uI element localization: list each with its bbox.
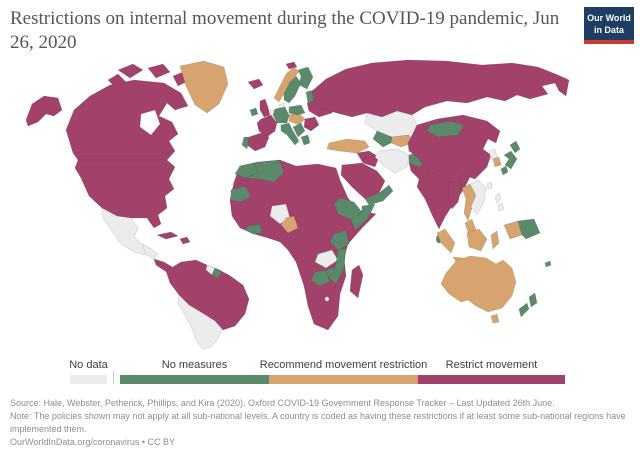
map-region-russia[interactable] [311, 59, 570, 118]
legend-divider [113, 371, 114, 384]
legend-no-data-swatch[interactable] [70, 375, 107, 384]
map-region-japan-kyushu[interactable] [500, 165, 509, 176]
map-region-zambia[interactable] [314, 249, 339, 269]
map-region-madagascar[interactable] [349, 264, 364, 299]
map-region-poland[interactable] [288, 104, 306, 116]
map-region-spain[interactable] [246, 132, 270, 152]
map-region-botswana[interactable] [310, 269, 331, 287]
map-region-italy[interactable] [280, 122, 300, 146]
map-region-svalbard[interactable] [285, 61, 298, 70]
map-region-japan-hokkaido[interactable] [509, 140, 521, 154]
legend-category-restrict[interactable]: Restrict movement [418, 359, 565, 384]
map-region-usa[interactable] [74, 159, 176, 229]
owid-logo[interactable]: Our World in Data [584, 7, 634, 45]
map-region-alaska[interactable] [25, 95, 63, 127]
legend-no-data-label: No data [69, 359, 108, 371]
map-region-romania-bulgaria[interactable] [303, 116, 320, 132]
map-region-lesotho[interactable] [324, 296, 330, 302]
map-region-philippines[interactable] [497, 202, 505, 212]
map-region-syria-iraq[interactable] [356, 150, 380, 168]
map-region-borneo[interactable] [466, 228, 488, 252]
map-region-south-america-south[interactable] [177, 294, 223, 350]
map-region-iceland[interactable] [247, 78, 264, 90]
map-region-new-zealand-north[interactable] [528, 292, 538, 308]
note-line: Note: The policies shown may not apply a… [10, 411, 626, 435]
owid-logo-line1: Our World [587, 13, 631, 23]
map-region-germany[interactable] [272, 106, 290, 124]
legend-category-swatch[interactable] [269, 375, 418, 384]
map-region-canada[interactable] [65, 79, 189, 161]
map-region-thailand[interactable] [461, 183, 477, 222]
map-region-vietnam-laos-cambodia[interactable] [469, 179, 487, 216]
map-region-new-zealand-south[interactable] [518, 302, 530, 318]
map-region-arctic-island[interactable] [117, 63, 144, 79]
chart-footer: Source: Hale, Webster, Petherick, Philli… [10, 397, 634, 449]
legend-category-label: Recommend movement restriction [259, 359, 428, 371]
page-title: Restrictions on internal movement during… [10, 8, 560, 54]
legend-category-no-measures[interactable]: No measures [120, 359, 269, 384]
map-region-turkey[interactable] [326, 138, 370, 154]
legend-category-label: Restrict movement [445, 359, 538, 371]
map-region-hispaniola[interactable] [179, 236, 191, 245]
map-region-north-korea[interactable] [488, 148, 498, 160]
map-region-turkmenistan[interactable] [372, 130, 393, 148]
map-region-new-caledonia[interactable] [544, 260, 552, 268]
attribution-line: OurWorldInData.org/coronavirus • CC BY [10, 437, 176, 448]
map-region-mongolia[interactable] [426, 120, 465, 138]
map-region-finland[interactable] [297, 66, 314, 90]
legend-category-label: No measures [161, 359, 228, 371]
map-region-papua-new-guinea[interactable] [517, 218, 541, 240]
legend-category-swatch[interactable] [418, 375, 565, 384]
map-region-somalia[interactable] [350, 203, 376, 231]
map-region-australia[interactable] [440, 255, 517, 313]
map-region-portugal[interactable] [241, 136, 250, 150]
source-line: Source: Hale, Webster, Petherick, Philli… [10, 398, 555, 408]
map-region-mauritania[interactable] [230, 185, 252, 203]
map-legend: No data No measures Recommend movement r… [69, 359, 565, 384]
map-region-france[interactable] [256, 114, 278, 138]
map-region-sumatra[interactable] [436, 228, 456, 254]
legend-category-swatch[interactable] [120, 375, 269, 384]
map-region-kazakhstan[interactable] [364, 110, 418, 138]
map-region-arctic-island[interactable] [107, 73, 127, 89]
map-region-cameroon[interactable] [280, 215, 299, 234]
map-region-ireland[interactable] [249, 107, 259, 117]
map-region-iran[interactable] [374, 148, 410, 174]
map-region-central-america-west[interactable] [141, 243, 159, 260]
map-region-ghana-ivory-coast[interactable] [244, 223, 263, 235]
map-region-cuba[interactable] [156, 231, 179, 240]
map-region-balkans[interactable] [292, 122, 306, 138]
legend-no-data[interactable]: No data [69, 359, 108, 384]
map-region-sweden[interactable] [283, 75, 302, 104]
map-region-suriname[interactable] [211, 267, 223, 279]
map-region-greenland[interactable] [179, 60, 229, 114]
owid-logo-line2: in Data [593, 24, 624, 35]
map-region-tasmania[interactable] [490, 313, 500, 324]
hudson-bay-water [139, 109, 161, 136]
map-region-algeria[interactable] [245, 159, 285, 183]
map-region-tanzania[interactable] [329, 229, 350, 251]
map-region-south-korea[interactable] [492, 156, 502, 168]
world-map [25, 59, 570, 350]
map-region-sulawesi[interactable] [490, 230, 500, 250]
map-region-uk[interactable] [259, 98, 271, 118]
map-region-japan-honshu[interactable] [503, 150, 518, 170]
map-region-arctic-island[interactable] [147, 63, 171, 79]
map-region-philippines[interactable] [494, 192, 502, 204]
map-region-greece[interactable] [300, 134, 311, 146]
map-region-taiwan[interactable] [486, 181, 493, 190]
map-region-mozambique[interactable] [329, 247, 347, 285]
legend-category-recommend[interactable]: Recommend movement restriction [260, 359, 427, 384]
